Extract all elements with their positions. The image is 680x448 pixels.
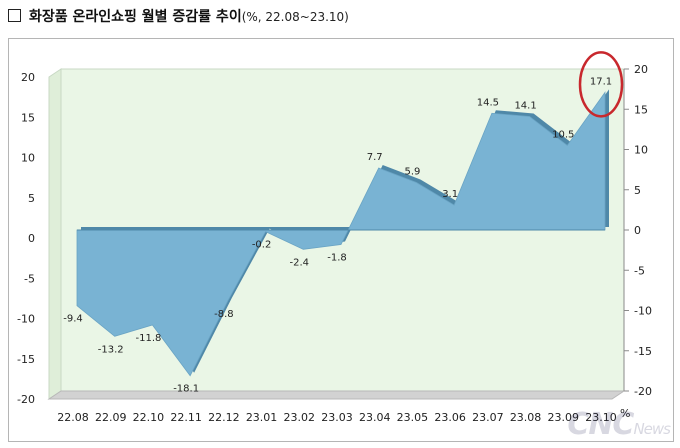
x-tick-label: 22.12 <box>208 411 240 424</box>
chart-subtitle: (%, 22.08~23.10) <box>241 10 349 24</box>
y-tick-left: -5 <box>24 272 35 285</box>
data-label: 17.1 <box>590 76 612 87</box>
data-labels: -9.4 -13.2 -11.8 -18.1 -8.8 -0.2 -2.4 -1.8 7.7 5.… <box>63 76 612 394</box>
x-tick-label: 23.06 <box>434 411 466 424</box>
data-label: 3.1 <box>442 189 458 200</box>
x-tick-label: 23.03 <box>321 411 353 424</box>
y-tick-right: 15 <box>634 103 648 116</box>
y-tick-left: 0 <box>28 232 35 245</box>
watermark-logo: CNCNews <box>567 407 671 442</box>
y-axis-left: 20 15 10 5 0 -5 -10 -15 -20 <box>17 71 35 406</box>
x-tick-label: 23.01 <box>246 411 278 424</box>
y-tick-right: 20 <box>634 63 648 76</box>
x-axis: 22.08 22.09 22.10 22.11 22.12 23.01 23.02 23.03… <box>57 411 617 424</box>
y-tick-left: -15 <box>17 353 35 366</box>
area-series <box>76 89 609 377</box>
data-label: -8.8 <box>214 309 234 320</box>
x-tick-label: 22.11 <box>170 411 202 424</box>
data-label: -11.8 <box>135 333 161 344</box>
y-tick-left: -10 <box>17 313 35 326</box>
y-tick-left: 15 <box>21 111 35 124</box>
chart-title: 화장품 온라인쇼핑 월별 증감률 추이 <box>29 9 242 25</box>
data-label: 14.5 <box>477 97 499 108</box>
y-tick-left: 5 <box>28 192 35 205</box>
data-label: -2.4 <box>290 257 310 268</box>
x-tick-label: 23.10 <box>585 411 617 424</box>
y-tick-left: 10 <box>21 152 35 165</box>
x-tick-label: 23.08 <box>510 411 542 424</box>
data-label: 7.7 <box>367 152 383 163</box>
y-tick-right: -15 <box>634 345 652 358</box>
data-label: -13.2 <box>98 344 124 355</box>
y-tick-right: -5 <box>634 264 645 277</box>
y-tick-right: 10 <box>634 144 648 157</box>
x-tick-label: 22.09 <box>95 411 127 424</box>
x-tick-label: 23.05 <box>397 411 429 424</box>
checkbox-square-icon <box>8 9 21 22</box>
area-chart: 20 15 10 5 0 -5 -10 -15 -20 20 15 10 5 0 -5 -10 -15 -20%… <box>17 51 652 424</box>
area-fill <box>76 91 606 377</box>
y-tick-right: -20 <box>634 385 652 398</box>
data-label: -18.1 <box>173 384 199 395</box>
data-label: -9.4 <box>63 314 83 325</box>
x-tick-label: 22.10 <box>133 411 165 424</box>
x-tick-label: 23.04 <box>359 411 391 424</box>
x-tick-label: 23.07 <box>472 411 504 424</box>
side-wall <box>48 68 62 400</box>
x-tick-label: 22.08 <box>57 411 89 424</box>
data-label: -0.2 <box>252 240 272 251</box>
y-tick-right: 0 <box>634 224 641 237</box>
chart-frame: 20 15 10 5 0 -5 -10 -15 -20 20 15 10 5 0 -5 -10 -15 -20%… <box>8 38 674 442</box>
highlight-circle <box>578 51 624 118</box>
y-tick-left: 20 <box>21 71 35 84</box>
data-label: -1.8 <box>327 252 347 263</box>
highlight-marker <box>578 51 624 118</box>
y-axis-unit: % <box>620 407 630 420</box>
y-tick-right: -10 <box>634 305 652 318</box>
data-label: 10.5 <box>552 129 574 140</box>
y-axis-right: 20 15 10 5 0 -5 -10 -15 -20% <box>620 63 652 420</box>
floor <box>47 390 626 400</box>
x-tick-label: 23.02 <box>284 411 316 424</box>
chart-title-row: 화장품 온라인쇼핑 월별 증감률 추이 (%, 22.08~23.10) <box>8 6 349 28</box>
x-tick-label: 23.09 <box>548 411 580 424</box>
data-label: 14.1 <box>514 100 536 111</box>
y-tick-left: -20 <box>17 393 35 406</box>
data-label: 5.9 <box>404 167 420 178</box>
y-tick-right: 5 <box>634 184 641 197</box>
